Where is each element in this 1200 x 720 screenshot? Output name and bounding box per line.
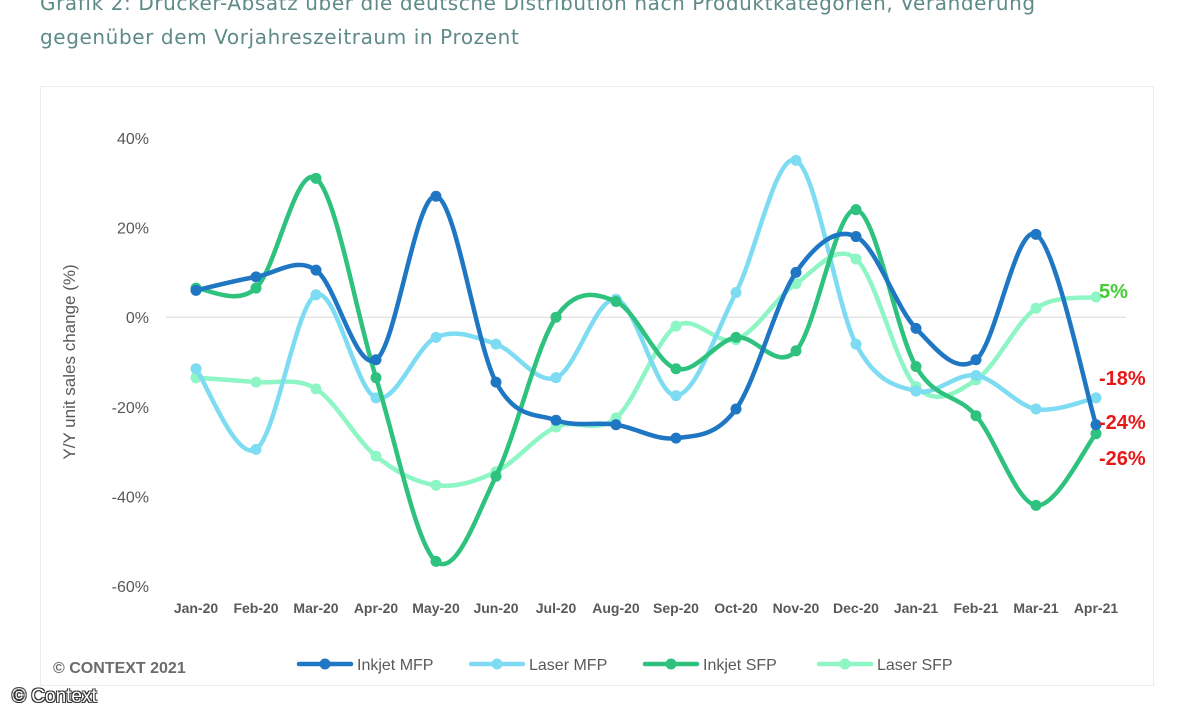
chart-frame: 40% 20% 0% -20% -40% -60% Jan-20 Feb-20 Mar-20 Ap… xyxy=(40,86,1154,686)
data-point-laser-sfp xyxy=(670,320,682,332)
x-tick-label: Oct-20 xyxy=(714,600,758,616)
data-point-inkjet-mfp xyxy=(910,322,922,334)
data-point-laser-sfp xyxy=(1030,302,1042,314)
data-point-inkjet-mfp xyxy=(850,231,862,243)
data-point-laser-sfp xyxy=(370,450,382,462)
data-point-laser-mfp xyxy=(550,372,562,384)
series-line-inkjet-sfp xyxy=(193,174,1099,567)
x-tick-label: Dec-20 xyxy=(833,600,879,616)
data-point-inkjet-sfp xyxy=(910,360,922,372)
data-point-inkjet-mfp xyxy=(190,284,202,296)
data-point-laser-mfp xyxy=(790,154,802,166)
data-point-laser-mfp xyxy=(850,338,862,350)
data-point-inkjet-sfp xyxy=(610,296,622,308)
x-tick-label: Mar-20 xyxy=(293,600,338,616)
data-point-inkjet-sfp xyxy=(970,410,982,422)
data-point-laser-mfp xyxy=(430,331,442,343)
chart-caption: Grafik 2: Drucker-Absatz über die deutsc… xyxy=(40,0,1160,54)
x-tick-label: Apr-21 xyxy=(1074,600,1119,616)
data-point-laser-mfp xyxy=(490,338,502,350)
end-value-label: -18% xyxy=(1099,368,1146,390)
data-point-inkjet-sfp xyxy=(250,282,262,294)
line-chart: 40% 20% 0% -20% -40% -60% Jan-20 Feb-20 Mar-20 Ap… xyxy=(60,131,1146,674)
y-tick-label: -60% xyxy=(112,579,149,596)
x-tick-label: Jan-20 xyxy=(174,600,219,616)
x-tick-label: Feb-20 xyxy=(233,600,278,616)
end-value-label: 5% xyxy=(1099,281,1128,303)
data-point-inkjet-sfp xyxy=(790,345,802,357)
x-tick-label: Apr-20 xyxy=(354,600,399,616)
x-tick-label: Sep-20 xyxy=(653,600,699,616)
data-point-inkjet-mfp xyxy=(670,432,682,444)
data-point-inkjet-sfp xyxy=(1090,428,1102,440)
data-point-inkjet-sfp xyxy=(370,372,382,384)
legend-label-laser-mfp: Laser MFP xyxy=(529,657,607,674)
x-tick-label: Feb-21 xyxy=(953,600,998,616)
data-point-laser-mfp xyxy=(1030,403,1042,415)
x-tick-label: Jul-20 xyxy=(536,600,577,616)
data-point-inkjet-sfp xyxy=(310,172,322,184)
legend-marker-laser-mfp xyxy=(491,658,503,670)
data-point-laser-sfp xyxy=(250,376,262,388)
data-point-laser-mfp xyxy=(670,390,682,402)
data-point-inkjet-sfp xyxy=(1030,499,1042,511)
data-point-laser-mfp xyxy=(250,443,262,455)
x-tick-label: Aug-20 xyxy=(592,600,640,616)
data-point-inkjet-mfp xyxy=(310,264,322,276)
data-point-laser-sfp xyxy=(430,479,442,491)
series-line-laser-sfp xyxy=(193,251,1099,489)
data-point-inkjet-mfp xyxy=(550,414,562,426)
data-point-laser-mfp xyxy=(910,385,922,397)
data-point-inkjet-mfp xyxy=(730,403,742,415)
data-point-inkjet-mfp xyxy=(250,271,262,283)
x-tick-label: Nov-20 xyxy=(773,600,820,616)
data-point-inkjet-sfp xyxy=(490,470,502,482)
data-point-inkjet-sfp xyxy=(430,555,442,567)
x-tick-label: Jan-21 xyxy=(894,600,939,616)
watermark: © Context xyxy=(12,686,97,707)
copyright-label: © CONTEXT 2021 xyxy=(53,660,186,677)
data-point-inkjet-mfp xyxy=(1090,419,1102,431)
data-point-inkjet-mfp xyxy=(430,190,442,202)
data-point-inkjet-mfp xyxy=(790,266,802,278)
legend-label-laser-sfp: Laser SFP xyxy=(877,657,953,674)
y-tick-label: 0% xyxy=(126,310,149,327)
data-point-laser-mfp xyxy=(190,363,202,375)
data-point-inkjet-sfp xyxy=(730,331,742,343)
legend-marker-laser-sfp xyxy=(839,658,851,670)
legend-marker-inkjet-mfp xyxy=(319,658,331,670)
data-point-inkjet-mfp xyxy=(970,354,982,366)
y-tick-label: 20% xyxy=(117,221,149,238)
data-point-laser-mfp xyxy=(970,369,982,381)
data-point-inkjet-sfp xyxy=(670,363,682,375)
end-value-label: -26% xyxy=(1099,448,1146,470)
caption-line-1: Grafik 2: Drucker-Absatz über die deutsc… xyxy=(40,0,1036,15)
data-point-laser-sfp xyxy=(310,383,322,395)
data-point-inkjet-mfp xyxy=(490,376,502,388)
end-value-label: -24% xyxy=(1099,412,1146,434)
data-point-laser-mfp xyxy=(730,287,742,299)
data-point-inkjet-mfp xyxy=(370,354,382,366)
data-point-inkjet-sfp xyxy=(550,311,562,323)
data-point-inkjet-sfp xyxy=(850,204,862,216)
x-tick-label: Mar-21 xyxy=(1013,600,1058,616)
data-point-laser-mfp xyxy=(1090,392,1102,404)
y-tick-label: 40% xyxy=(117,131,149,148)
data-point-inkjet-mfp xyxy=(610,419,622,431)
data-point-laser-sfp xyxy=(850,253,862,265)
x-tick-label: May-20 xyxy=(412,600,460,616)
data-point-laser-sfp xyxy=(1090,291,1102,303)
y-tick-label: -40% xyxy=(112,489,149,506)
data-point-laser-mfp xyxy=(310,289,322,301)
legend-marker-inkjet-sfp xyxy=(665,658,677,670)
y-tick-label: -20% xyxy=(112,400,149,417)
data-point-inkjet-mfp xyxy=(1030,228,1042,240)
caption-line-2: gegenüber dem Vorjahreszeitraum in Proze… xyxy=(40,25,520,49)
x-tick-label: Jun-20 xyxy=(473,600,518,616)
legend-label-inkjet-sfp: Inkjet SFP xyxy=(703,657,777,674)
data-point-laser-mfp xyxy=(370,392,382,404)
y-axis-label: Y/Y unit sales change (%) xyxy=(60,264,79,459)
legend-label-inkjet-mfp: Inkjet MFP xyxy=(357,657,433,674)
